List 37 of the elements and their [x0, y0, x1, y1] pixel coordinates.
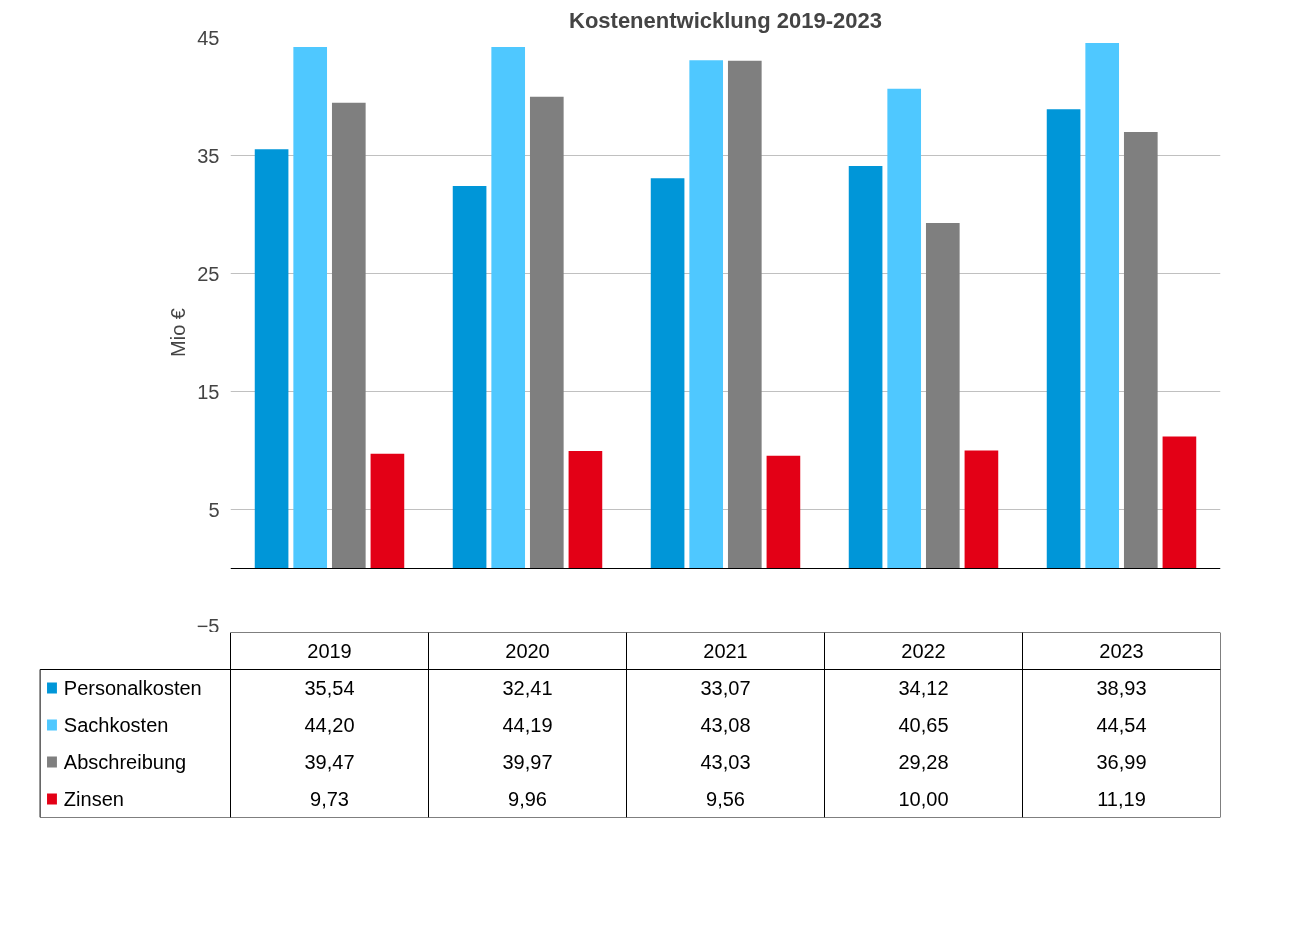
x-tick-label: 2021: [703, 640, 748, 662]
data-label: 43,03: [700, 751, 751, 773]
x-tick-label: 2019: [307, 640, 352, 662]
data-label: 40,65: [898, 714, 949, 736]
data-label: 29,28: [898, 751, 949, 773]
y-tick-label: 35: [197, 144, 220, 167]
legend-label: Abschreibung: [63, 751, 187, 773]
data-label: 44,20: [304, 714, 355, 736]
data-label: 34,12: [898, 677, 949, 699]
data-label: 11,19: [1097, 788, 1146, 810]
data-label: 44,54: [1096, 714, 1147, 736]
data-label: 10,00: [898, 788, 949, 810]
data-label: 33,07: [700, 677, 751, 699]
x-tick-label: 2022: [901, 640, 946, 662]
data-label: 43,08: [700, 714, 751, 736]
legend-label: Zinsen: [63, 788, 124, 810]
data-label: 32,41: [502, 677, 553, 699]
chart-title: Kostenentwicklung 2019-2023: [569, 7, 883, 33]
data-label: 44,19: [502, 714, 553, 736]
data-label: 9,56: [706, 788, 745, 810]
data-label: 9,73: [310, 788, 349, 810]
legend-label: Sachkosten: [63, 714, 169, 736]
y-tick-label: 5: [208, 498, 220, 521]
data-label: 39,47: [304, 751, 355, 773]
data-label: 35,54: [304, 677, 355, 699]
y-tick-label: 25: [197, 262, 220, 285]
y-axis-title: Mio €: [166, 308, 189, 357]
y-tick-label: 15: [197, 380, 220, 403]
x-tick-label: 2023: [1099, 640, 1144, 662]
data-label: 38,93: [1096, 677, 1147, 699]
data-label: 9,96: [508, 788, 547, 810]
data-label: 39,97: [502, 751, 553, 773]
y-tick-label: 45: [197, 26, 220, 49]
y-tick-label: −5: [196, 614, 220, 637]
legend-label: Personalkosten: [63, 677, 202, 699]
data-label: 36,99: [1096, 751, 1147, 773]
x-tick-label: 2020: [505, 640, 550, 662]
